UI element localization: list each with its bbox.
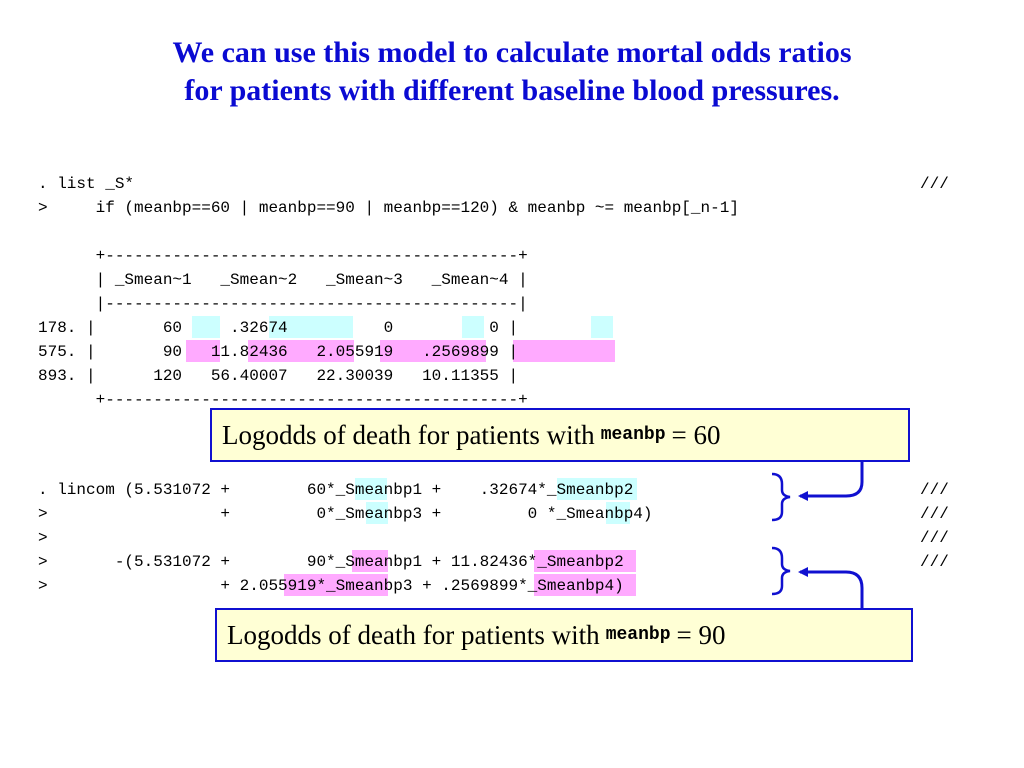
callout-value: = 60: [671, 419, 721, 450]
lincom-line-5: > + 2.055919*_Smeanbp3 + .2569899*_Smean…: [38, 577, 624, 595]
highlight-lincom-2569899: [534, 574, 636, 596]
highlight-lincom-90: [352, 550, 388, 572]
highlight-table-0b: [591, 316, 613, 338]
highlight-table-2055919: [380, 340, 486, 362]
lincom-continuation: ///: [920, 505, 949, 523]
callout-text: Logodds of death for patients with: [222, 419, 595, 450]
callout-meanbp-60: Logodds of death for patients with meanb…: [210, 408, 910, 462]
callout-value: = 90: [676, 619, 726, 650]
highlight-table-1182436: [248, 340, 354, 362]
highlight-lincom-60: [355, 478, 387, 500]
highlight-lincom-0b: [606, 502, 630, 524]
slide-title-line-2: for patients with different baseline blo…: [184, 74, 840, 107]
callout-variable: meanbp: [600, 425, 666, 445]
table-row: 893. | 120 56.40007 22.30039 10.11355 |: [38, 367, 519, 385]
callout-meanbp-90: Logodds of death for patients with meanb…: [215, 608, 913, 662]
lincom-line-3: >: [38, 529, 48, 547]
brace-1: [771, 472, 791, 522]
highlight-table-32674: [269, 316, 353, 338]
highlight-table-90: [186, 340, 220, 362]
highlight-table-0a: [462, 316, 484, 338]
lincom-line-1: . lincom (5.531072 + 60*_Smeanbp1 + .326…: [38, 481, 634, 499]
brace-2: [771, 546, 791, 596]
table-row: 575. | 90 11.82436 2.055919 .2569899 |: [38, 343, 519, 361]
callout-variable: meanbp: [605, 625, 671, 645]
slide-title: We can use this model to calculate morta…: [0, 34, 1024, 110]
table-header: | _Smean~1 _Smean~2 _Smean~3 _Smean~4 |: [38, 271, 528, 289]
list-command-line-2: > if (meanbp==60 | meanbp==90 | meanbp==…: [38, 199, 739, 217]
lincom-line-4: > -(5.531072 + 90*_Smeanbp1 + 11.82436*_…: [38, 553, 624, 571]
callout-text: Logodds of death for patients with: [227, 619, 600, 650]
highlight-lincom-32674: [557, 478, 637, 500]
arrow-2: [798, 567, 864, 608]
slide-title-line-1: We can use this model to calculate morta…: [172, 36, 852, 69]
list-command-continuation: ///: [920, 175, 949, 193]
lincom-continuation: ///: [920, 529, 949, 547]
table-top-border: +---------------------------------------…: [38, 247, 528, 265]
highlight-lincom-0a: [366, 502, 388, 524]
highlight-table-60: [192, 316, 220, 338]
highlight-lincom-1182436: [534, 550, 636, 572]
highlight-lincom-2055919: [284, 574, 388, 596]
table-separator: |---------------------------------------…: [38, 295, 528, 313]
table-bottom-border: +---------------------------------------…: [38, 391, 528, 409]
lincom-continuation: ///: [920, 481, 949, 499]
lincom-line-2: > + 0*_Smeanbp3 + 0 *_Smeanbp4): [38, 505, 653, 523]
table-row: 178. | 60 .32674 0 0 |: [38, 319, 519, 337]
list-command-line-1: . list _S*: [38, 175, 135, 193]
arrow-1: [798, 462, 864, 501]
highlight-table-2569899: [513, 340, 615, 362]
lincom-continuation: ///: [920, 553, 949, 571]
